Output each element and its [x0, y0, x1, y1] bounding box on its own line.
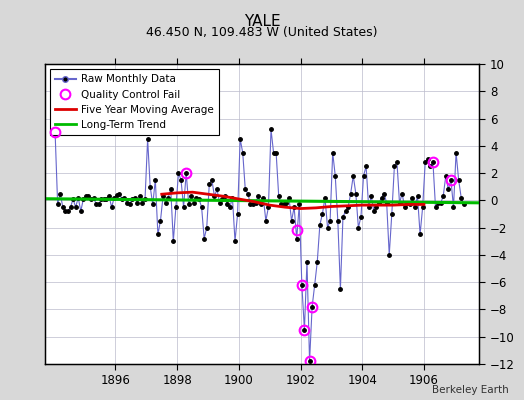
Text: YALE: YALE — [244, 14, 280, 29]
Legend: Raw Monthly Data, Quality Control Fail, Five Year Moving Average, Long-Term Tren: Raw Monthly Data, Quality Control Fail, … — [50, 69, 219, 135]
Text: 46.450 N, 109.483 W (United States): 46.450 N, 109.483 W (United States) — [146, 26, 378, 39]
Text: Berkeley Earth: Berkeley Earth — [432, 385, 508, 395]
